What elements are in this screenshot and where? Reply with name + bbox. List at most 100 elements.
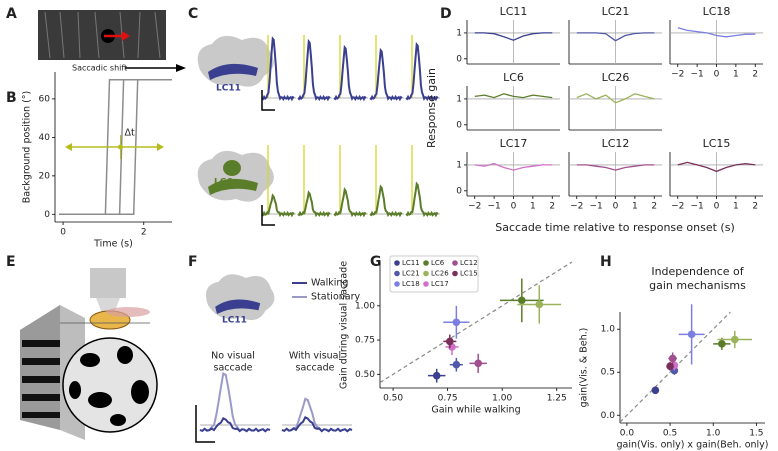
x-tick-label: −1: [487, 202, 500, 212]
y-axis-label: Gain during visual saccade: [339, 261, 350, 389]
x-tick-label: 0.0: [620, 429, 635, 439]
chart-title: LC6: [503, 71, 524, 84]
legend-marker: [423, 260, 429, 266]
point: [432, 371, 441, 380]
x-tick-label: 1.00: [492, 394, 512, 404]
y-tick-label: 0.50: [355, 370, 375, 380]
x-tick-label: −2: [671, 70, 684, 80]
point: [730, 335, 739, 344]
data-line: [677, 27, 756, 38]
x-tick-label: −2: [468, 202, 481, 212]
legend-label: LC17: [431, 280, 449, 288]
chart-title: LC12: [602, 137, 630, 150]
chart-title: LC18: [703, 5, 731, 18]
point: [666, 362, 674, 371]
y-axis-label: gain(Vis. & Beh.): [579, 328, 590, 408]
legend-marker: [423, 270, 429, 277]
panel-label: A: [6, 6, 17, 22]
neuron-label: LC6: [214, 178, 233, 188]
caption: saccade: [296, 363, 335, 374]
legend-marker: [452, 260, 458, 266]
y-tick-label: 60: [39, 94, 51, 104]
legend-label: LC21: [402, 270, 420, 278]
point: [446, 337, 454, 346]
panel-label: F: [188, 254, 198, 270]
chart-title: LC15: [703, 137, 731, 150]
chart-title: Independence of: [651, 265, 744, 278]
legend-label: Stationary: [311, 292, 361, 303]
legend-marker: [452, 270, 458, 277]
scale-bar: [195, 405, 215, 443]
x-tick-label: 0: [714, 70, 720, 80]
chart-title: LC11: [500, 5, 528, 18]
response-trace: [199, 416, 271, 433]
panel-label: C: [188, 6, 198, 22]
point: [452, 360, 461, 369]
response-trace: [333, 44, 367, 102]
point: [452, 318, 461, 327]
brain-outline: [205, 274, 275, 320]
x-tick-label: 2: [752, 70, 758, 80]
x-tick-label: 2: [752, 202, 758, 212]
brain-outline: [197, 150, 274, 202]
x-tick-label: 0: [613, 202, 619, 212]
response-trace: [281, 415, 353, 433]
y-tick-label: 0: [456, 186, 462, 196]
x-tick-label: 1: [632, 202, 638, 212]
panel-label: H: [600, 254, 612, 270]
data-line: [474, 93, 553, 99]
x-tick-label: −1: [690, 70, 703, 80]
annotation-arrow-head: [65, 143, 72, 151]
x-tick-label: 1: [530, 202, 536, 212]
y-tick-label: 1.0: [601, 325, 616, 335]
y-tick-label: 1: [456, 94, 462, 104]
annotation-arrow-head: [157, 143, 164, 151]
neuron-region: [208, 63, 258, 80]
neuron-region: [223, 160, 241, 176]
caption: With visual: [289, 351, 341, 362]
motion-arrow-head: [122, 31, 130, 41]
data-line: [576, 32, 655, 42]
y-axis-label: Background position (°): [22, 91, 33, 204]
neuron-label: LC11: [222, 316, 247, 326]
point: [518, 296, 526, 305]
panel-label: D: [440, 6, 452, 22]
response-trace: [405, 41, 439, 102]
x-tick-label: 1: [733, 202, 739, 212]
y-tick-label: 0: [44, 210, 50, 220]
caption: Saccadic shift: [72, 64, 127, 73]
x-axis-label: Saccade time relative to response onset …: [495, 221, 734, 234]
legend-marker: [394, 260, 400, 266]
neuron-label: LC11: [216, 84, 241, 94]
response-trace: [297, 38, 331, 102]
y-tick-label: 1.00: [355, 301, 375, 311]
legend-marker: [423, 281, 429, 287]
panel-label: G: [370, 254, 382, 270]
point: [651, 386, 660, 395]
scale-bar: [261, 205, 275, 226]
y-axis-label: Response gain: [425, 68, 438, 148]
chart-title: LC26: [602, 71, 630, 84]
panel-label: E: [6, 254, 16, 270]
shift-arrow-head: [176, 64, 186, 72]
legend-label: Walking: [311, 278, 348, 289]
annotation: Δt: [125, 128, 135, 139]
x-tick-label: 2: [549, 202, 555, 212]
panel-label: B: [6, 90, 17, 106]
legend-label: LC12: [460, 259, 478, 267]
legend-label: LC6: [431, 259, 445, 267]
data-line: [576, 93, 655, 104]
data-line: [576, 164, 655, 171]
legend-label: LC11: [402, 259, 420, 267]
setup-illustration: [20, 268, 158, 440]
response-trace: [369, 184, 403, 218]
data-line: [474, 32, 553, 41]
x-tick-label: 0.75: [438, 394, 458, 404]
point: [535, 300, 544, 309]
x-tick-label: 0: [511, 202, 517, 212]
response-trace: [297, 190, 331, 218]
legend-label: LC26: [431, 270, 449, 278]
x-tick-label: 1.0: [706, 429, 721, 439]
x-tick-label: 0.5: [663, 429, 677, 439]
